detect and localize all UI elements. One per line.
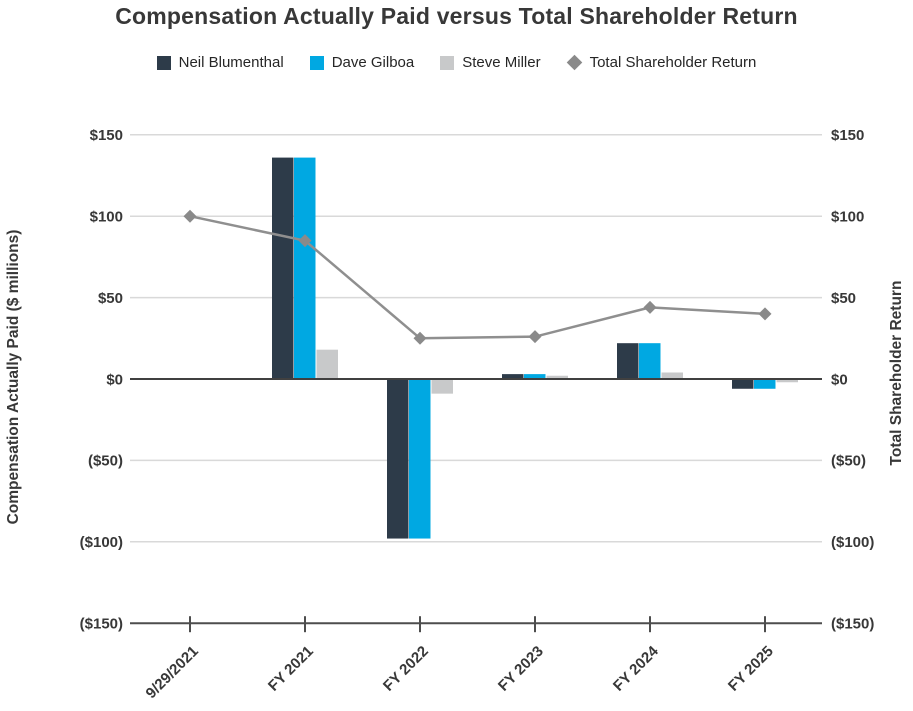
tsr-line bbox=[189, 214, 766, 340]
legend-label: Neil Blumenthal bbox=[178, 54, 284, 71]
legend-swatch-square-icon bbox=[156, 55, 171, 70]
bar bbox=[316, 349, 338, 379]
legend-item-dave-gilboa: Dave Gilboa bbox=[309, 54, 415, 71]
tsr-marker-diamond-icon bbox=[413, 331, 427, 345]
legend-label: Dave Gilboa bbox=[331, 54, 415, 71]
bar bbox=[546, 375, 568, 379]
tsr-marker-diamond-icon bbox=[758, 307, 772, 321]
y-tick-label-left: $150 bbox=[90, 127, 123, 144]
tsr-marker-diamond-icon bbox=[298, 234, 312, 248]
legend-label: Steve Miller bbox=[462, 54, 541, 71]
legend-label: Total Shareholder Return bbox=[589, 54, 757, 71]
bar bbox=[524, 374, 546, 379]
y-tick-label-right: ($100) bbox=[831, 534, 874, 551]
bar bbox=[294, 157, 316, 379]
x-tick-label: FY 2025 bbox=[725, 643, 777, 695]
x-tick-label: FY 2023 bbox=[495, 643, 547, 695]
tsr-marker-diamond-icon bbox=[643, 300, 657, 314]
x-tick-label: FY 2024 bbox=[610, 642, 662, 694]
y-tick-label-right: $150 bbox=[831, 127, 864, 144]
x-tick-label: FY 2021 bbox=[265, 643, 317, 695]
y-tick-label-right: $50 bbox=[831, 290, 856, 307]
legend: Neil Blumenthal Dave Gilboa Steve Miller… bbox=[0, 54, 913, 71]
bar bbox=[502, 374, 524, 379]
chart-title: Compensation Actually Paid versus Total … bbox=[115, 3, 798, 29]
legend-item-total-shareholder-return: Total Shareholder Return bbox=[566, 54, 757, 71]
bar bbox=[409, 379, 431, 539]
y-tick-label-left: $100 bbox=[90, 208, 123, 225]
tsr-marker-diamond-icon bbox=[183, 209, 197, 223]
x-tick-label: 9/29/2021 bbox=[143, 643, 202, 702]
bar bbox=[387, 379, 409, 539]
bar bbox=[617, 343, 639, 379]
bar bbox=[431, 379, 453, 394]
y-tick-label-right: ($50) bbox=[831, 453, 866, 470]
legend-swatch-square-icon bbox=[440, 55, 455, 70]
bar bbox=[639, 343, 661, 379]
y-tick-label-right: $0 bbox=[831, 371, 848, 388]
tsr-marker-diamond-icon bbox=[528, 330, 542, 344]
y-tick-label-left: $0 bbox=[106, 371, 123, 388]
legend-item-steve-miller: Steve Miller bbox=[440, 54, 541, 71]
y-tick-label-left: ($50) bbox=[88, 453, 123, 470]
bar bbox=[272, 157, 294, 379]
legend-swatch-square-icon bbox=[309, 55, 324, 70]
bar bbox=[732, 379, 754, 389]
legend-item-neil-blumenthal: Neil Blumenthal bbox=[156, 54, 284, 71]
y-tick-label-right: $100 bbox=[831, 208, 864, 225]
y-tick-label-right: ($150) bbox=[831, 615, 874, 632]
bar bbox=[776, 379, 798, 383]
y-tick-label-left: $50 bbox=[98, 290, 123, 307]
y-tick-label-left: ($150) bbox=[80, 615, 123, 632]
y-tick-label-left: ($100) bbox=[80, 534, 123, 551]
bar bbox=[661, 372, 683, 379]
x-tick-label: FY 2022 bbox=[380, 643, 432, 695]
bar bbox=[754, 379, 776, 389]
